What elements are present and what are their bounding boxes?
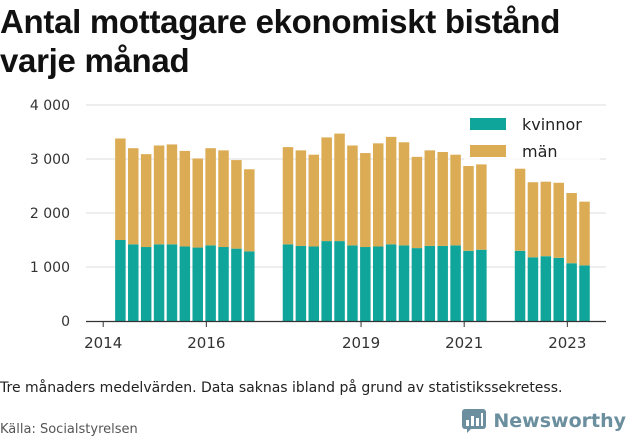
bar-man [295, 150, 307, 246]
bar-man [308, 154, 320, 247]
bar-kvinnor [282, 244, 294, 321]
bar-man [128, 148, 139, 245]
x-tick-label: 2023 [548, 334, 586, 352]
x-tick-label: 2016 [187, 334, 225, 352]
bar-man [579, 201, 590, 266]
newsworthy-logo-icon [462, 409, 487, 433]
bar-man [360, 153, 371, 248]
y-tick-label: 4 000 [30, 98, 70, 114]
bar-man [153, 145, 165, 245]
y-tick-label: 3 000 [30, 152, 70, 168]
bar-man [205, 148, 216, 246]
bar-kvinnor [231, 248, 242, 321]
chart-title: Antal mottagare ekonomiskt bistånd varje… [0, 3, 561, 79]
brand-name: Newsworthy [493, 410, 626, 432]
bar-kvinnor [140, 247, 152, 321]
bar-kvinnor [424, 245, 436, 321]
bar-man [398, 142, 410, 246]
bar-kvinnor [437, 245, 448, 321]
bar-kvinnor [360, 247, 371, 321]
bar-kvinnor [115, 240, 126, 321]
bar-kvinnor [579, 265, 590, 321]
bar-man [192, 158, 203, 248]
chart-caption: Tre månaders medelvärden. Data saknas ib… [0, 380, 563, 396]
bar-kvinnor [476, 249, 487, 321]
bar-man [334, 133, 345, 242]
bar-kvinnor [463, 250, 474, 321]
x-tick-label: 2021 [445, 334, 483, 352]
bar-man [463, 166, 474, 251]
bar-kvinnor [192, 247, 203, 321]
bar-kvinnor [128, 244, 139, 321]
bar-man [347, 145, 358, 246]
bar-kvinnor [450, 245, 461, 321]
bar-man [476, 164, 487, 250]
bar-man [179, 150, 191, 247]
bar-kvinnor [527, 257, 539, 321]
bar-man [540, 181, 552, 257]
stacked-bar-chart: 0 1 000 2 000 3 000 4 000 2014 2016 2019 2021 202… [30, 98, 606, 352]
bar-kvinnor [321, 241, 332, 321]
legend-label-man: män [522, 142, 558, 161]
legend-label-kvinnor: kvinnor [522, 115, 582, 134]
bar-kvinnor [218, 247, 229, 321]
bar-man [514, 168, 526, 251]
source-note: Källa: Socialstyrelsen [0, 422, 138, 437]
bar-man [385, 136, 397, 245]
bar-man [218, 150, 229, 248]
bar-man [115, 138, 126, 240]
y-tick-label: 0 [61, 314, 70, 330]
bar-man [553, 182, 564, 258]
bar-man [372, 143, 384, 247]
bar-kvinnor [411, 248, 423, 321]
bar-kvinnor [372, 246, 384, 321]
bar-kvinnor [153, 244, 165, 321]
bar-man [437, 151, 448, 246]
bar-kvinnor [166, 244, 178, 321]
bar-kvinnor [553, 257, 564, 321]
bar-kvinnor [385, 244, 397, 321]
brand-logo: Newsworthy [461, 408, 626, 434]
bar-kvinnor [205, 245, 216, 321]
bar-kvinnor [514, 250, 526, 321]
bar-man [411, 156, 423, 249]
bar-kvinnor [540, 256, 552, 321]
bar-man [231, 160, 242, 249]
bar-man [166, 144, 178, 245]
bar-kvinnor [398, 245, 410, 321]
bar-man [282, 147, 294, 245]
x-tick-label: 2014 [84, 334, 122, 352]
bar-man [424, 150, 436, 246]
legend-swatch-kvinnor [470, 118, 506, 130]
bar-kvinnor [334, 241, 345, 321]
bar-kvinnor [244, 251, 255, 321]
bar-man [321, 137, 332, 242]
bar-man [244, 169, 255, 252]
bar-kvinnor [347, 245, 358, 321]
bar-kvinnor [179, 246, 191, 321]
bar-kvinnor [308, 246, 320, 321]
bar-man [140, 154, 152, 248]
bar-kvinnor [566, 263, 577, 321]
y-tick-label: 1 000 [30, 260, 70, 276]
bar-kvinnor [295, 245, 307, 321]
bar-man [566, 193, 577, 264]
x-tick-label: 2019 [342, 334, 380, 352]
legend-swatch-man [470, 145, 506, 157]
bar-man [527, 182, 539, 258]
y-tick-label: 2 000 [30, 206, 70, 222]
bar-man [450, 154, 461, 246]
